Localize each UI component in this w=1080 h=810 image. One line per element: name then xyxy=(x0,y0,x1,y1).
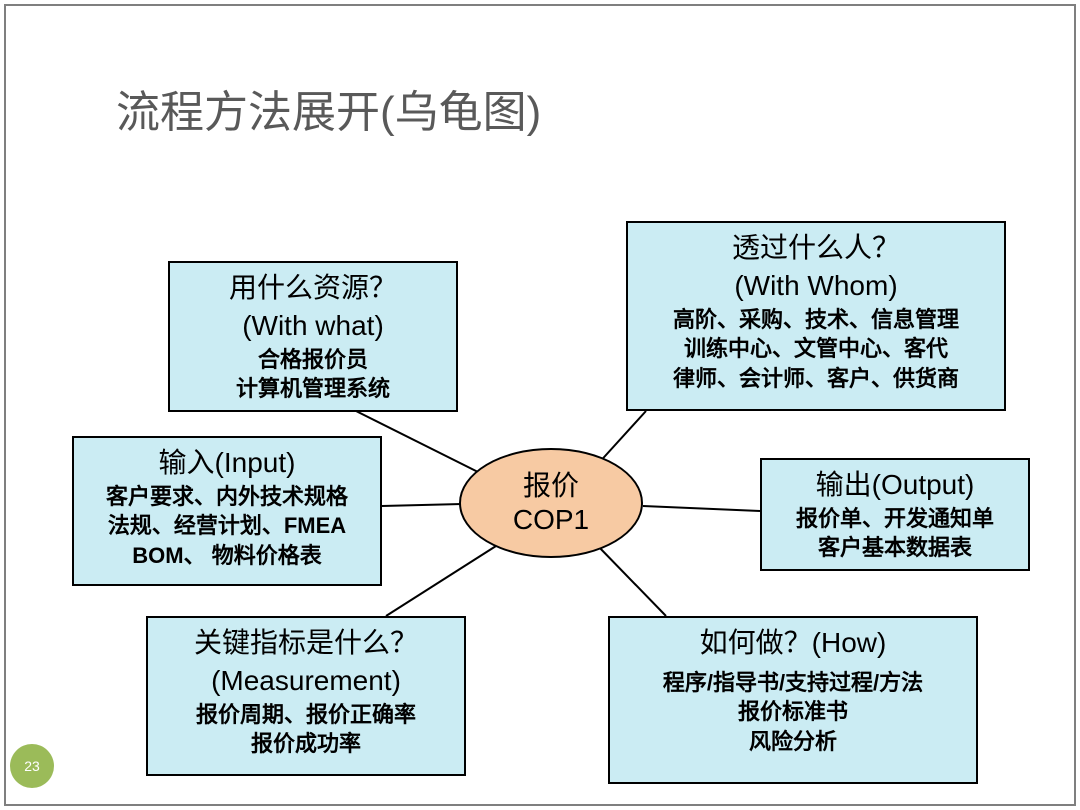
detail: 计算机管理系统 xyxy=(178,374,448,404)
detail: 高阶、采购、技术、信息管理 xyxy=(636,305,996,335)
heading: 如何做？(How) xyxy=(618,624,968,662)
heading: 用什么资源？ xyxy=(178,269,448,307)
detail: 程序/指导书/支持过程/方法 xyxy=(618,668,968,698)
box-how: 如何做？(How) 程序/指导书/支持过程/方法 报价标准书 风险分析 xyxy=(608,616,978,784)
center-line1: 报价 xyxy=(523,469,579,503)
detail: 报价周期、报价正确率 xyxy=(156,700,456,730)
detail: 报价标准书 xyxy=(618,697,968,727)
detail: 训练中心、文管中心、客代 xyxy=(636,334,996,364)
slide-frame: 流程方法展开(乌龟图) 用什么资源？ (With what) 合格报价员 计算机… xyxy=(4,4,1076,806)
heading: (With Whom) xyxy=(636,267,996,305)
box-input: 输入(Input) 客户要求、内外技术规格 法规、经营计划、FMEA BOM、 … xyxy=(72,436,382,586)
detail: 客户基本数据表 xyxy=(770,533,1020,563)
slide-title: 流程方法展开(乌龟图) xyxy=(116,76,541,140)
heading: 透过什么人？ xyxy=(636,229,996,267)
center-line2: COP1 xyxy=(513,503,589,537)
detail: BOM、 物料价格表 xyxy=(82,541,372,571)
page-number-badge: 23 xyxy=(10,744,54,788)
detail: 律师、会计师、客户、供货商 xyxy=(636,364,996,394)
box-output: 输出(Output) 报价单、开发通知单 客户基本数据表 xyxy=(760,458,1030,571)
box-measurement: 关键指标是什么？ (Measurement) 报价周期、报价正确率 报价成功率 xyxy=(146,616,466,776)
detail: 风险分析 xyxy=(618,727,968,757)
heading: (With what) xyxy=(178,307,448,345)
detail: 法规、经营计划、FMEA xyxy=(82,511,372,541)
box-with-whom: 透过什么人？ (With Whom) 高阶、采购、技术、信息管理 训练中心、文管… xyxy=(626,221,1006,411)
center-node: 报价 COP1 xyxy=(459,448,643,558)
detail: 合格报价员 xyxy=(178,345,448,375)
box-with-what: 用什么资源？ (With what) 合格报价员 计算机管理系统 xyxy=(168,261,458,412)
heading: (Measurement) xyxy=(156,662,456,700)
heading: 关键指标是什么？ xyxy=(156,624,456,662)
heading: 输出(Output) xyxy=(770,466,1020,504)
detail: 报价单、开发通知单 xyxy=(770,504,1020,534)
detail: 客户要求、内外技术规格 xyxy=(82,482,372,512)
detail: 报价成功率 xyxy=(156,729,456,759)
heading: 输入(Input) xyxy=(82,444,372,482)
